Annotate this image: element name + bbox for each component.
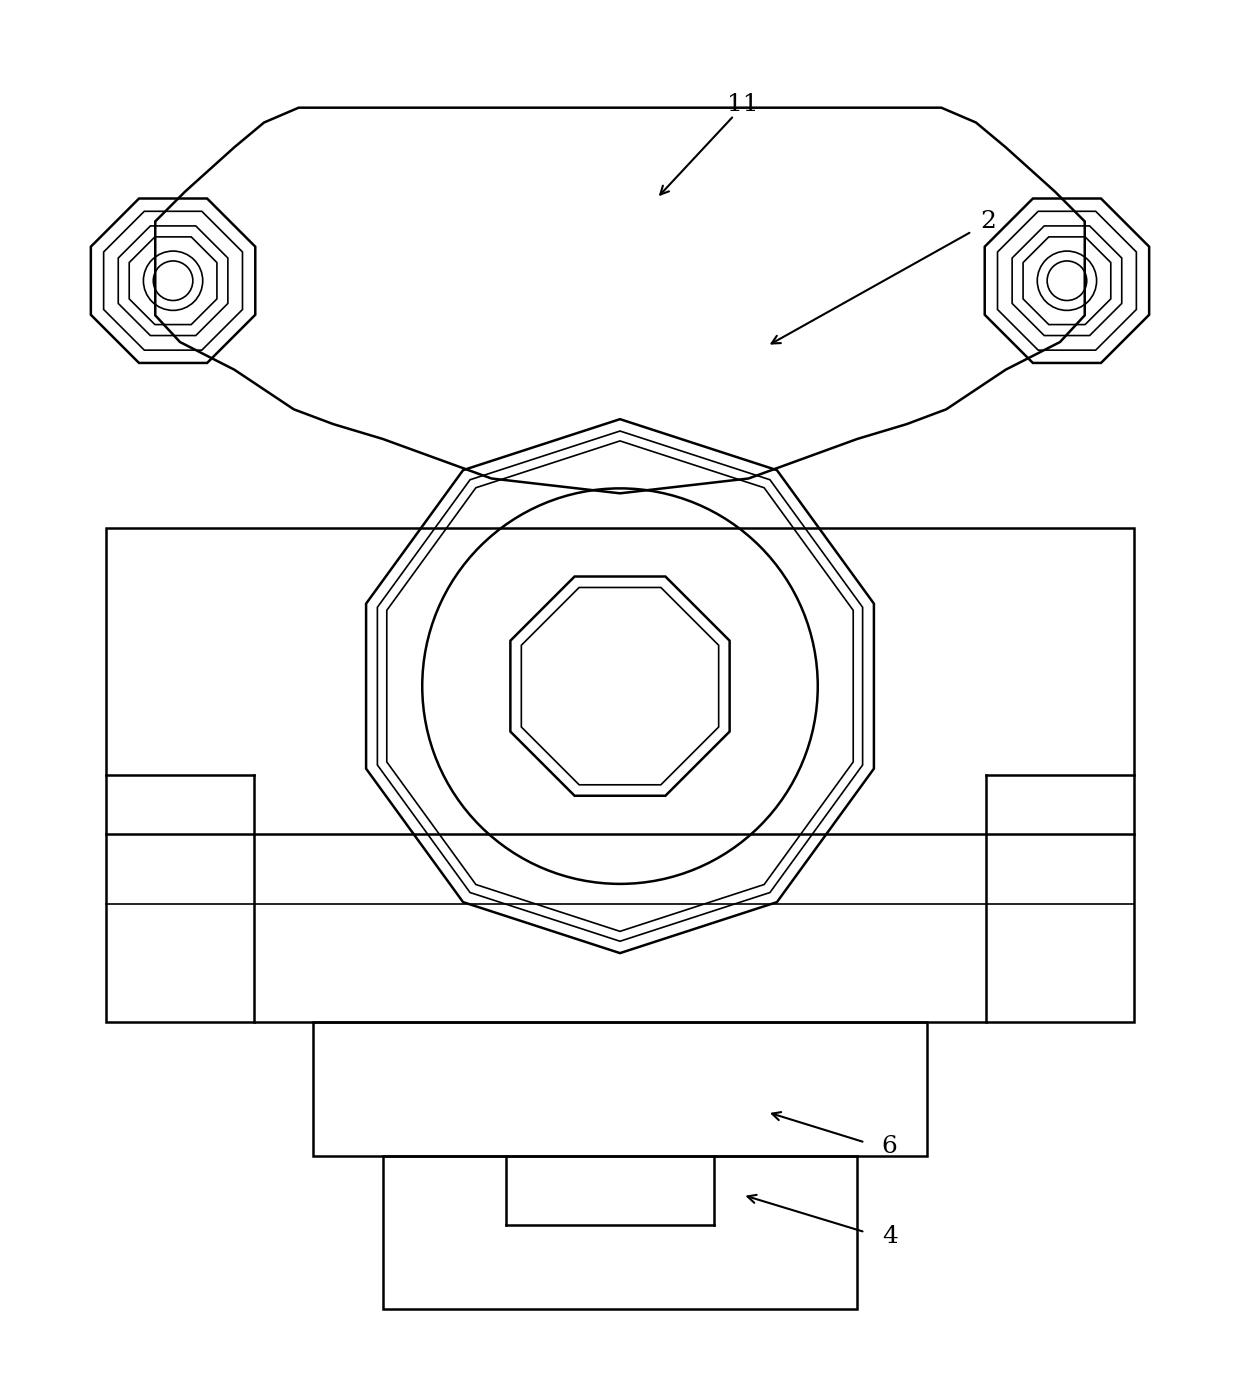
- Text: 2: 2: [980, 211, 996, 233]
- Text: 11: 11: [727, 94, 759, 116]
- Text: 6: 6: [882, 1135, 898, 1159]
- Text: 4: 4: [882, 1224, 898, 1248]
